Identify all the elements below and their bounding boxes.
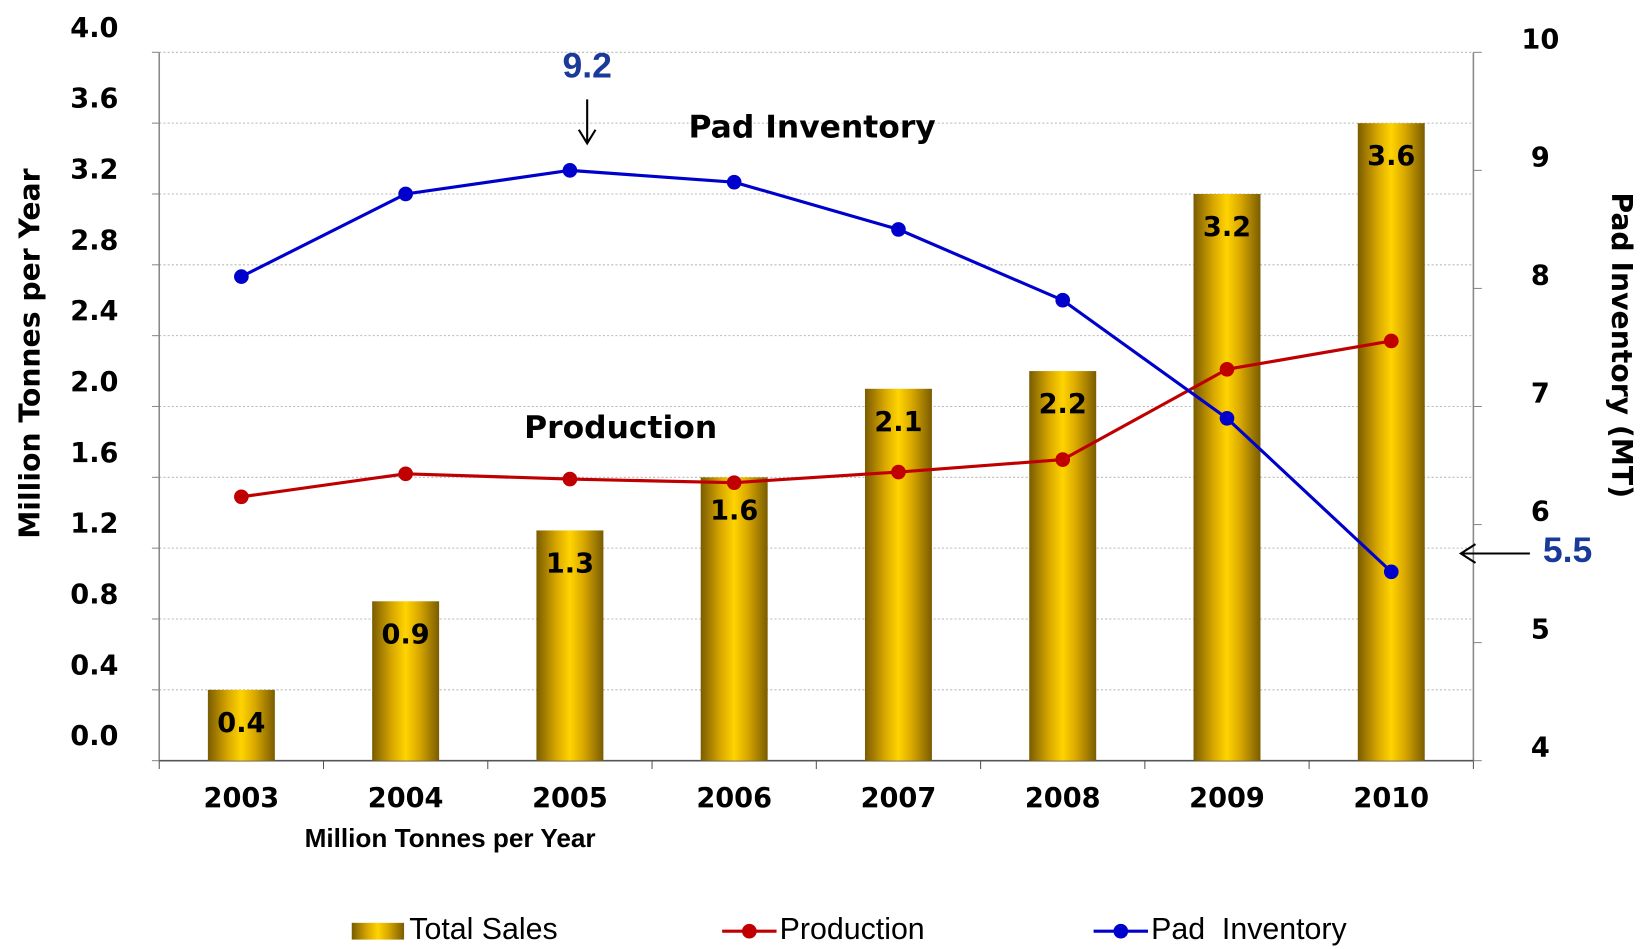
y-tick-label: 2.4 — [70, 296, 118, 327]
y-tick-label: 1.2 — [70, 509, 118, 540]
annotation-arrow — [1458, 543, 1530, 564]
legend-swatch — [351, 922, 405, 940]
bar-label: 0.9 — [382, 619, 430, 650]
x-tick-label: 2008 — [1025, 783, 1101, 814]
legend-swatch — [1113, 923, 1129, 939]
x-tick-label: 2009 — [1189, 783, 1265, 814]
x-axis-title: Million Tonnes per Year — [305, 823, 596, 853]
line — [241, 339, 1392, 499]
bar — [700, 477, 768, 761]
marker — [891, 222, 906, 237]
x-tick-label: 2006 — [696, 783, 772, 814]
y-tick-label: 2.8 — [70, 225, 118, 256]
y-axis-title: Million Tonnes per Year — [14, 168, 47, 538]
y2-axis-title: Pad Inventory (MT) — [1605, 192, 1638, 498]
y-tick-label: 0.4 — [70, 650, 118, 681]
bar — [1029, 371, 1097, 761]
y2-tick-label: 8 — [1531, 260, 1550, 291]
y2-tick-label: 6 — [1531, 497, 1550, 528]
annotation-arrow — [577, 99, 597, 146]
y2-tick-label: 10 — [1521, 24, 1559, 55]
marker — [234, 489, 249, 505]
marker — [1055, 292, 1071, 308]
bar-label: 0.4 — [217, 708, 265, 739]
bar — [207, 689, 275, 761]
y2-tick-label: 5 — [1531, 615, 1550, 646]
y-tick-label: 1.6 — [70, 438, 118, 469]
bar-label: 3.2 — [1203, 212, 1251, 243]
bar-label: 3.6 — [1367, 141, 1415, 172]
marker — [234, 269, 249, 284]
marker — [562, 471, 578, 487]
annotation: Production — [524, 410, 717, 446]
y-tick-label: 3.6 — [70, 84, 118, 115]
marker — [1219, 410, 1235, 426]
y-tick-label: 2.0 — [70, 367, 118, 398]
bar — [864, 388, 932, 761]
marker — [1383, 333, 1399, 349]
bar — [536, 530, 604, 761]
bar-label: 1.6 — [710, 495, 758, 526]
legend-swatch — [742, 923, 757, 939]
x-tick-label: 2007 — [861, 783, 937, 814]
marker — [726, 174, 742, 190]
x-tick-label: 2005 — [532, 783, 608, 814]
marker — [1055, 452, 1071, 467]
bar — [1357, 123, 1425, 761]
x-tick-label: 2004 — [368, 783, 444, 814]
legend-label: Pad Inventory — [1151, 913, 1347, 946]
marker — [398, 186, 413, 202]
annotation: 9.2 — [562, 45, 611, 85]
x-tick-label: 2003 — [204, 783, 280, 814]
x-tick-label: 2010 — [1353, 783, 1429, 814]
y-tick-label: 0.0 — [70, 721, 118, 752]
marker — [562, 163, 578, 178]
annotation: 5.5 — [1543, 530, 1592, 570]
bar-label: 1.3 — [546, 548, 594, 579]
marker — [1383, 564, 1399, 580]
annotation: Pad Inventory — [688, 110, 935, 146]
y-tick-label: 4.0 — [70, 13, 118, 44]
y2-tick-label: 7 — [1531, 378, 1550, 409]
marker — [1219, 361, 1235, 377]
legend-label: Production — [780, 913, 925, 946]
marker — [726, 475, 742, 490]
bar — [372, 601, 440, 761]
bar — [1193, 193, 1261, 761]
bar-label: 2.1 — [874, 407, 922, 438]
marker — [891, 464, 906, 480]
marker — [398, 466, 413, 482]
bar-label: 2.2 — [1039, 389, 1087, 420]
line — [240, 168, 1393, 573]
y-tick-label: 0.8 — [70, 579, 118, 610]
grid — [159, 51, 1474, 762]
y2-tick-label: 4 — [1531, 733, 1550, 764]
y-tick-label: 3.2 — [70, 154, 118, 185]
legend-label: Total Sales — [409, 913, 557, 946]
y2-tick-label: 9 — [1531, 142, 1550, 173]
